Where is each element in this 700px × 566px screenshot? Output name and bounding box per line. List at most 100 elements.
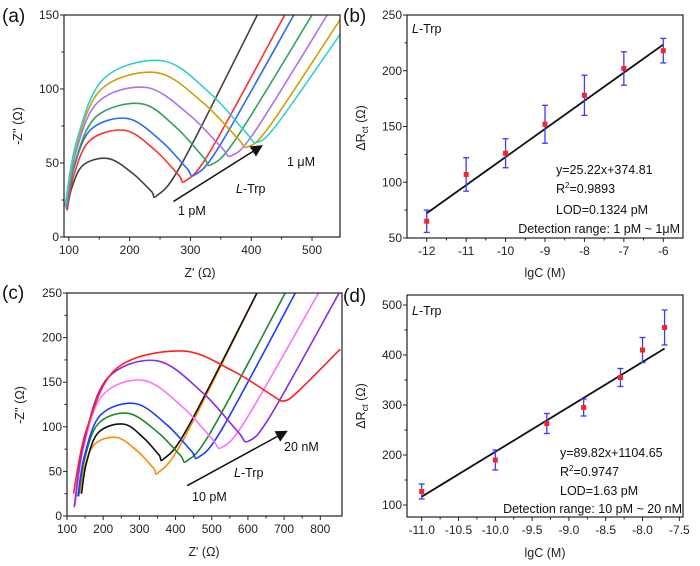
ylabel-sub: ct [360,404,370,412]
data-point [581,405,587,410]
panel-c-high-label: 20 nM [284,440,319,454]
x-tick-label: 600 [238,522,258,536]
x-tick-label: 700 [274,522,294,536]
data-point [542,121,548,127]
nyquist-curve-3 [77,293,286,497]
panel-d-lod: LOD=1.63 pM [560,484,638,498]
y-tick-label: 50 [49,464,63,478]
r2-main: R [556,182,565,196]
x-tick-label: 100 [57,522,77,536]
y-tick-label: 100 [382,498,402,512]
tag-italic: L [412,22,419,36]
panel-a-nyquist: 100 200 300 400 500 0 50 100 150 [39,8,341,257]
data-point [419,489,425,494]
panel-b-lod: LOD=0.1324 pM [556,203,648,217]
ylabel-main: ΔR [354,411,368,428]
y-tick-label: 150 [382,120,402,134]
x-tick-label: -8.0 [632,523,653,537]
y-tick-label: 500 [382,298,402,312]
panel-a-low-label: 1 pM [178,204,206,218]
panel-b-range: Detection range: 1 pM ~ 1μM [518,222,680,236]
x-tick-label: -10 [497,244,515,258]
r2-value: =0.9893 [569,182,615,196]
x-tick-label: 500 [302,243,322,257]
data-point [492,457,498,463]
y-tick-label: 50 [389,231,403,245]
y-tick-label: 100 [382,175,402,189]
x-tick-label: -9.5 [522,523,543,537]
x-tick-label: -8 [579,244,590,258]
nyquist-curve-7 [64,33,340,205]
data-point [640,347,646,353]
panel-label-a: (a) [2,6,25,27]
nyquist-curve-7 [72,348,341,494]
panel-label-c: (c) [2,283,24,304]
y-tick-label: 50 [46,156,60,170]
panel-b-tag: L-Trp [412,22,441,36]
data-point [463,171,469,177]
nyquist-curve-3 [65,15,295,210]
analyte-italic: L [236,182,243,196]
nyquist-curve-6 [64,18,340,207]
analyte-rest: -Trp [241,466,263,480]
panel-c-xlabel: Z' (Ω) [188,545,219,559]
nyquist-curve-1 [78,293,258,494]
concentration-arrow [186,430,288,487]
analyte-rest: -Trp [243,182,265,196]
panel-label-b: (b) [343,6,366,27]
ylabel-unit: (Ω) [354,105,368,126]
panel-d-r2: R2=0.9747 [560,464,619,479]
curves [64,15,340,211]
panel-a-analyte-label: L-Trp [236,182,265,196]
panel-d-ylabel: ΔRct (Ω) [354,383,370,429]
panel-c-ylabel: -Z'' (Ω) [13,386,27,424]
r2-sup: 2 [565,181,570,190]
y-tick-label: 200 [382,448,402,462]
data-point [662,325,668,330]
y-tick-label: 0 [55,509,62,523]
x-tick-label: 100 [59,243,79,257]
ylabel-sub: ct [360,126,370,134]
panel-b-xlabel: lgC (M) [525,266,566,280]
nyquist-curve-4 [77,293,297,497]
panel-d-xlabel: lgC (M) [525,546,566,560]
x-tick-label: 300 [180,243,200,257]
x-tick-label: 400 [241,243,261,257]
data-point [660,48,666,54]
x-tick-label: 200 [93,522,113,536]
panel-a-ylabel: -Z'' (Ω) [11,107,25,145]
data-point [424,218,430,224]
x-tick-label: -10.0 [482,523,510,537]
y-tick-label: 100 [42,420,62,434]
x-tick-label: -10.5 [445,523,473,537]
panel-d-calibration: -11.0 -10.5 -10.0 -9.5 -9.0 -8.5 -8.0 -7.5 100 20… [382,294,690,537]
panel-c-analyte-label: L-Trp [234,466,263,480]
concentration-arrow [173,145,263,203]
analyte-italic: L [234,466,241,480]
ylabel-main: ΔR [354,133,368,150]
r2-value: =0.9747 [573,465,619,479]
y-tick-label: 250 [42,286,62,300]
x-tick-label: 200 [120,243,140,257]
plot-frame [406,294,684,518]
plot-frame [63,14,341,238]
x-tick-label: -9.0 [559,523,580,537]
tag-italic: L [412,304,419,318]
panel-b-equation: y=25.22x+374.81 [556,163,653,177]
panel-b-calibration: -12 -11 -10 -9 -8 -7 -6 50 100 150 200 250 [382,8,684,258]
data-point [621,66,627,72]
x-tick-label: -8.5 [595,523,616,537]
curves [72,293,341,508]
y-tick-label: 200 [42,331,62,345]
panel-c-low-label: 10 pM [192,490,227,504]
y-tick-label: 250 [382,8,402,22]
panel-b-ylabel: ΔRct (Ω) [354,105,370,151]
y-tick-label: 400 [382,348,402,362]
x-tick-label: -6 [658,244,669,258]
nyquist-curve-2 [66,15,286,211]
tag-rest: -Trp [419,22,441,36]
data-point [617,375,623,380]
plot-frame [66,292,343,517]
r2-main: R [560,465,569,479]
